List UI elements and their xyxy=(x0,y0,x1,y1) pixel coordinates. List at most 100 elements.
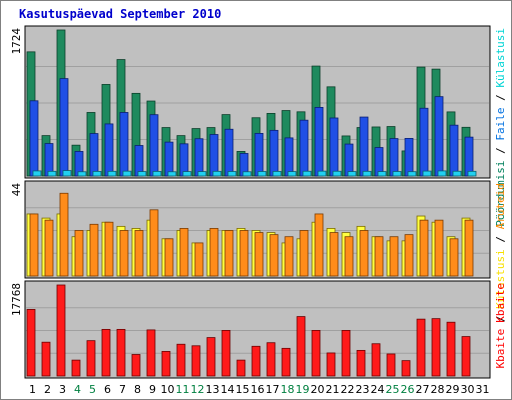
bar xyxy=(197,171,207,177)
legend-text: / xyxy=(494,88,507,108)
bar xyxy=(374,236,384,277)
x-tick-label: 4 xyxy=(74,383,81,396)
x-tick-label: 13 xyxy=(206,383,220,396)
x-tick-label: 7 xyxy=(119,383,126,396)
legend-text: / xyxy=(494,309,507,329)
bar xyxy=(104,221,114,277)
bar xyxy=(467,170,477,177)
bar xyxy=(191,345,201,377)
bar xyxy=(449,124,459,177)
x-tick-label: 14 xyxy=(221,383,235,396)
bar xyxy=(86,340,96,377)
bar xyxy=(377,171,387,177)
bar xyxy=(71,359,81,377)
x-tick-label: 5 xyxy=(89,383,96,396)
bar xyxy=(314,213,324,277)
bar xyxy=(29,213,39,277)
bar xyxy=(317,170,327,177)
bar xyxy=(437,170,447,177)
x-tick-label: 20 xyxy=(311,383,325,396)
x-tick-label: 6 xyxy=(104,383,111,396)
bar xyxy=(371,343,381,377)
bar xyxy=(332,170,342,177)
x-tick-label: 25 xyxy=(386,383,400,396)
bar xyxy=(446,321,456,377)
x-tick-label: 28 xyxy=(431,383,445,396)
bar xyxy=(422,170,432,177)
panel-2: 44 Kbaite / Külastusi / Aruteid xyxy=(10,180,507,368)
bar xyxy=(356,349,366,377)
bar xyxy=(326,352,336,377)
bar xyxy=(281,347,291,377)
bar xyxy=(407,171,417,177)
bar xyxy=(242,171,252,177)
x-tick-label: 8 xyxy=(134,383,141,396)
bar xyxy=(257,171,267,177)
legend-text: Külastusi xyxy=(494,249,507,309)
panel-max-label: 17768 xyxy=(10,283,23,316)
legend-text: Kbaite xyxy=(494,329,507,369)
bar xyxy=(221,330,231,377)
bar xyxy=(314,107,324,177)
bar xyxy=(344,236,354,277)
x-tick-label: 11 xyxy=(176,383,190,396)
panel-legend-label: Kbaite / Külastusi / Aruteid xyxy=(494,183,507,368)
bar xyxy=(32,170,42,177)
bar xyxy=(254,133,264,177)
bar xyxy=(311,330,321,377)
bar xyxy=(149,209,159,277)
x-tick-label: 15 xyxy=(236,383,250,396)
x-tick-label: 24 xyxy=(371,383,385,396)
bar xyxy=(284,137,294,177)
bar xyxy=(434,96,444,177)
bar xyxy=(389,138,399,177)
x-tick-label: 3 xyxy=(59,383,66,396)
bar xyxy=(182,171,192,177)
x-tick-label: 26 xyxy=(401,383,415,396)
bar xyxy=(206,337,216,377)
legend-text: Aruteid xyxy=(494,183,507,229)
series-Kbaite xyxy=(26,284,471,377)
bar xyxy=(236,359,246,377)
bar xyxy=(254,232,264,277)
panel-max-label: 1724 xyxy=(10,28,23,55)
bar xyxy=(287,171,297,177)
bar xyxy=(56,284,66,377)
bar xyxy=(404,234,414,277)
bar xyxy=(416,318,426,377)
x-tick-label: 27 xyxy=(416,383,430,396)
bar xyxy=(164,238,174,277)
bar xyxy=(302,170,312,177)
bar xyxy=(137,171,147,177)
bar xyxy=(29,100,39,177)
bar xyxy=(359,116,369,177)
x-tick-label: 29 xyxy=(446,383,460,396)
bar xyxy=(89,133,99,177)
bar xyxy=(359,230,369,277)
bar xyxy=(104,123,114,177)
bar xyxy=(329,117,339,177)
bar xyxy=(464,136,474,177)
bar xyxy=(362,170,372,177)
bar xyxy=(296,316,306,377)
x-tick-label: 2 xyxy=(44,383,51,396)
bar xyxy=(329,232,339,277)
legend-text: Kbaite xyxy=(494,283,507,323)
bar xyxy=(392,171,402,177)
bar xyxy=(419,107,429,177)
bar xyxy=(179,143,189,177)
bar xyxy=(227,171,237,177)
bar xyxy=(272,171,282,177)
x-tick-label: 10 xyxy=(161,383,175,396)
chart-panels: 1724 Pöördumisi / Faile / Külastusi 44 Kbai… xyxy=(10,25,507,379)
bar xyxy=(167,171,177,177)
legend-text: Faile xyxy=(494,107,507,140)
bar xyxy=(116,328,126,377)
bar xyxy=(251,345,261,377)
bar xyxy=(401,360,411,377)
bar xyxy=(161,351,171,377)
bar xyxy=(92,171,102,177)
x-tick-label: 31 xyxy=(476,383,490,396)
bar xyxy=(389,236,399,277)
